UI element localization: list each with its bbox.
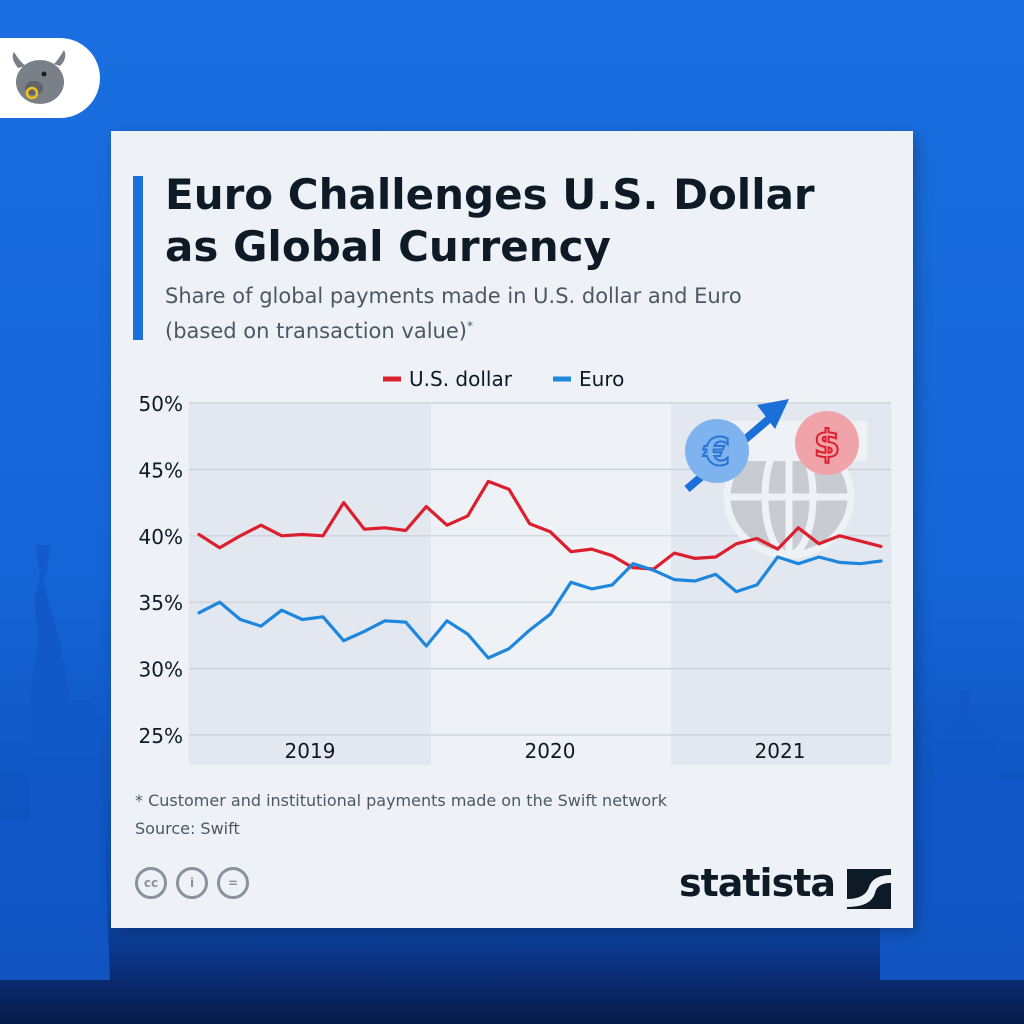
chart-title: Euro Challenges U.S. Dollar as Global Cu… [165,170,815,271]
bull-logo-icon [12,50,66,104]
infographic-card: Euro Challenges U.S. Dollar as Global Cu… [111,131,913,928]
x-tick-label: 2019 [285,739,336,763]
series-line-usd [197,479,883,571]
y-tick-label: 30% [139,658,183,682]
y-tick-label: 35% [139,591,183,615]
statista-wordmark[interactable]: statista [678,861,836,905]
y-tick-label: 40% [139,525,183,549]
brand-logo-badge [0,38,100,118]
title-accent-bar [133,176,143,340]
euro-coin-icon: € [685,419,749,483]
statista-mark-icon [847,869,891,909]
y-tick-label: 50% [139,392,183,416]
footnote: * Customer and institutional payments ma… [135,791,668,810]
x-tick-label: 2021 [755,739,806,763]
svg-text:€: € [703,430,730,474]
series-line-euro [197,555,883,660]
line-chart: 50% 45% 40% 35% 30% 25% 2019 2020 2021 € $ [139,367,891,765]
chart-subtitle: Share of global payments made in U.S. do… [165,281,785,346]
nd-icon[interactable]: = [217,867,249,899]
y-tick-label: 45% [139,458,183,482]
source-note: Source: Swift [135,819,240,838]
chart-legend: U.S. dollar Euro [383,367,624,391]
by-icon[interactable]: i [176,867,208,899]
subtitle-text: Share of global payments made in U.S. do… [165,284,742,343]
license-icons: cc i = [135,867,258,899]
legend-label-usd: U.S. dollar [409,367,513,391]
cc-icon[interactable]: cc [135,867,167,899]
x-tick-label: 2020 [525,739,576,763]
y-tick-label: 25% [139,724,183,748]
subtitle-footnote-mark: * [466,319,473,333]
legend-label-euro: Euro [579,367,624,391]
globe-currency-icon: € $ [684,399,867,559]
year-band-2019 [189,403,431,765]
svg-text:$: $ [814,422,840,466]
dollar-coin-icon: $ [795,411,859,475]
